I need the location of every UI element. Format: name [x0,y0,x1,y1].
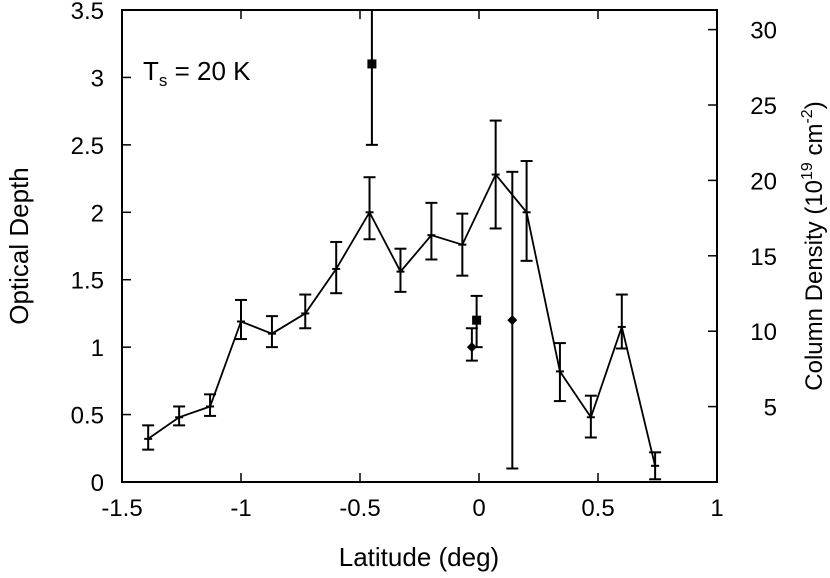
x-tick-label: -1.5 [101,495,142,522]
y-tick-label: 0.5 [71,403,104,430]
chart-marks [142,9,662,481]
x-tick-label: 0 [472,495,485,522]
axis-ticks [121,9,718,483]
y-axis-label: Optical Depth [4,167,34,325]
series-line [147,172,656,467]
x-tick-label: 0.5 [581,495,614,522]
square-marker [472,315,482,325]
y2-tick-label: 20 [750,168,777,195]
y2-label-prefix: Column Density (10 [801,180,828,391]
y2-tick-label: 25 [750,93,777,120]
y-tick-label: 3.5 [71,0,104,25]
y2-label-mid: cm [801,124,828,163]
y2-tick-label: 5 [764,395,777,422]
temperature-annotation: Ts = 20 K [143,56,251,90]
y-tick-label: 2 [91,200,104,227]
axis-tick-labels: -1.5 -1 -0.5 0 0.5 100.511.522.533.5510152025… [71,0,777,522]
y2-tick-label: 10 [750,319,777,346]
y2-tick-label: 15 [750,244,777,271]
x-tick-label: -1 [230,495,251,522]
plot-frame [121,9,718,483]
y2-label-sup1: 19 [799,162,816,180]
y-tick-label: 1 [91,335,104,362]
diamond-marker [466,342,477,353]
x-tick-label: 1 [710,495,723,522]
annotation-suffix: = 20 K [167,56,251,86]
diamond-marker [507,315,518,326]
y-tick-label: 3 [91,65,104,92]
y-tick-label: 1.5 [71,268,104,295]
y-tick-label: 2.5 [71,133,104,160]
x-axis-label: Latitude (deg) [339,542,499,572]
y2-axis-label: Column Density (1019 cm-2) [799,101,828,390]
annotation-subscript: s [159,71,168,90]
annotation-prefix: T [143,56,159,86]
y2-label-sup2: -2 [799,109,816,123]
x-tick-label: -0.5 [339,495,380,522]
square-marker [367,59,377,69]
y2-label-suffix: ) [801,101,828,109]
y-tick-label: 0 [91,470,104,497]
y2-tick-label: 30 [750,18,777,45]
